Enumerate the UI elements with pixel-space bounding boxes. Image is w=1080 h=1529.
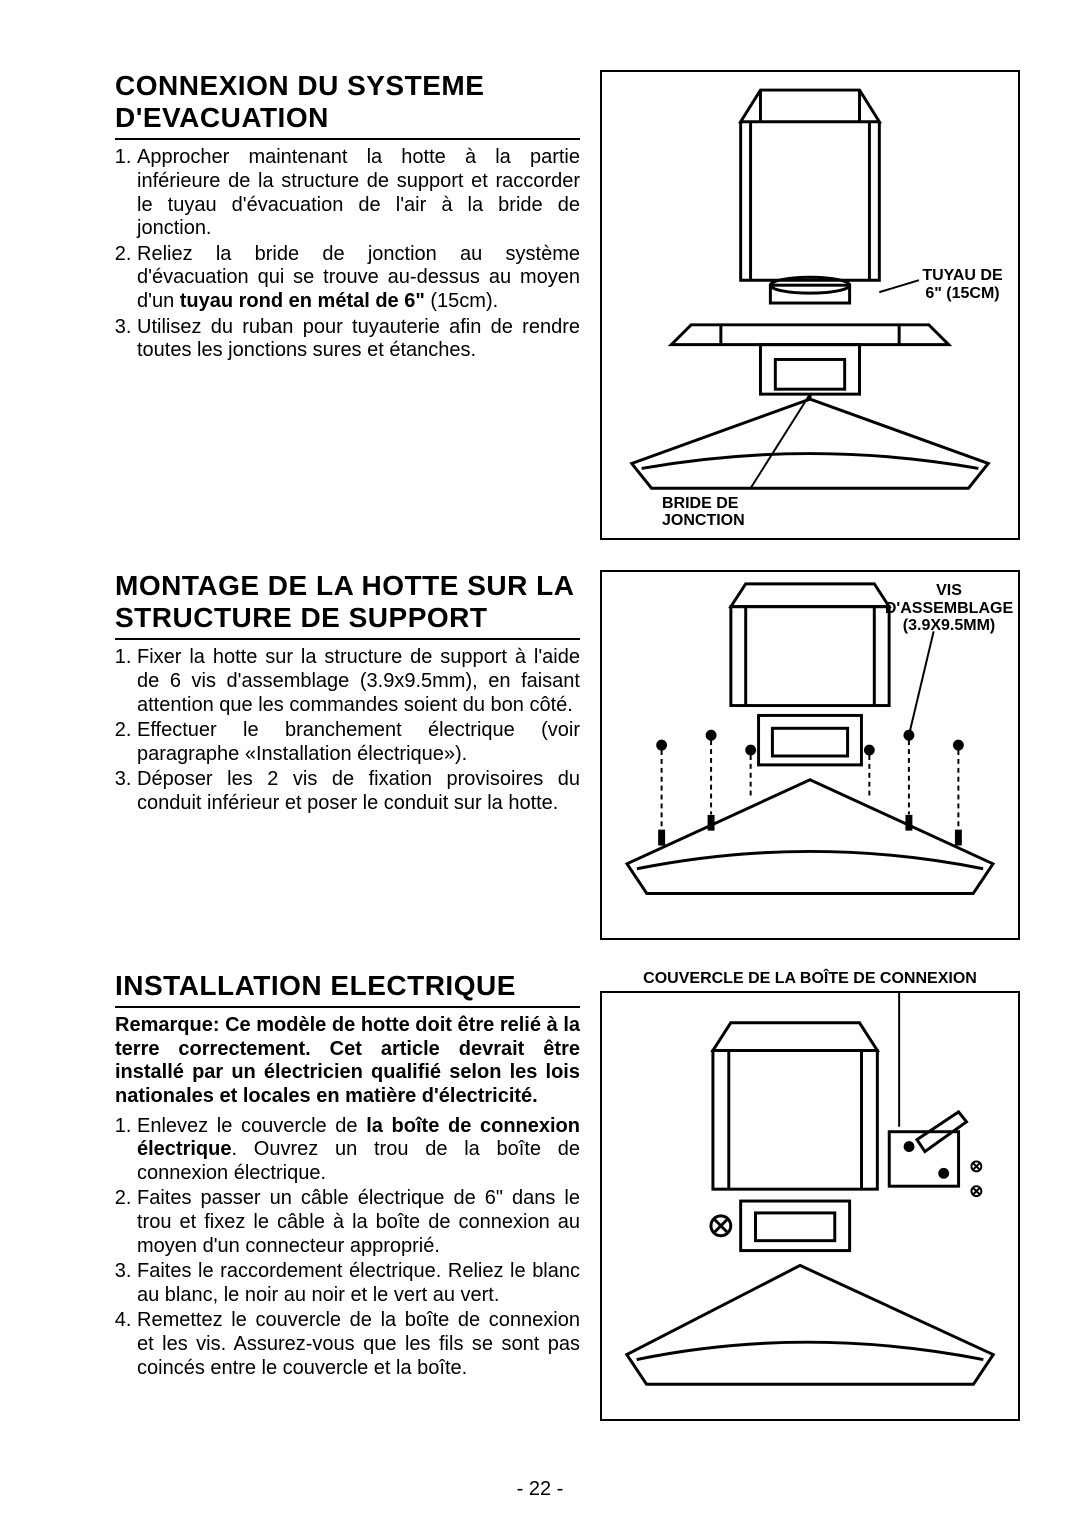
figure-box-3 <box>600 991 1020 1421</box>
list-item: Enlevez le couvercle de la boîte de conn… <box>137 1115 580 1186</box>
figure-box-2: VIS D'ASSEMBLAGE (3.9X9.5MM) <box>600 570 1020 940</box>
list-item: Utilisez du ruban pour tuyauterie afin d… <box>137 316 580 363</box>
text-col-3: INSTALLATION ELECTRIQUE Remarque: Ce mod… <box>115 970 580 1421</box>
list-item: Déposer les 2 vis de fixation provisoire… <box>137 768 580 815</box>
page: CONNEXION DU SYSTEME D'EVACUATION Approc… <box>0 0 1080 1529</box>
list-item: Remettez le couvercle de la boîte de con… <box>137 1309 580 1380</box>
list-montage: Fixer la hotte sur la structure de suppo… <box>115 646 580 815</box>
list-electrique: Enlevez le couvercle de la boîte de conn… <box>115 1115 580 1381</box>
label-vis: VIS D'ASSEMBLAGE (3.9X9.5MM) <box>884 582 1014 635</box>
list-item: Fixer la hotte sur la structure de suppo… <box>137 646 580 717</box>
section-evacuation: CONNEXION DU SYSTEME D'EVACUATION Approc… <box>115 70 1020 540</box>
section-montage: MONTAGE DE LA HOTTE SUR LA STRUCTURE DE … <box>115 570 1020 940</box>
figure-col-3: COUVERCLE DE LA BOÎTE DE CONNEXION <box>600 970 1020 1421</box>
heading-electrique: INSTALLATION ELECTRIQUE <box>115 970 580 1008</box>
list-evacuation: Approcher maintenant la hotte à la parti… <box>115 146 580 362</box>
list-item: Faites passer un câble électrique de 6" … <box>137 1187 580 1258</box>
figure-box-1: TUYAU DE 6" (15CM) BRIDE DE JONCTION <box>600 70 1020 540</box>
section-electrique: INSTALLATION ELECTRIQUE Remarque: Ce mod… <box>115 970 1020 1421</box>
list-item: Faites le raccordement électrique. Relie… <box>137 1260 580 1307</box>
label-couvercle: COUVERCLE DE LA BOÎTE DE CONNEXION <box>600 970 1020 988</box>
list-item: Approcher maintenant la hotte à la parti… <box>137 146 580 240</box>
note-electrique: Remarque: Ce modèle de hotte doit être r… <box>115 1014 580 1108</box>
page-number: - 22 - <box>0 1478 1080 1501</box>
hood-diagram-1 <box>602 72 1018 538</box>
label-tuyau: TUYAU DE 6" (15CM) <box>915 267 1010 302</box>
heading-evacuation: CONNEXION DU SYSTEME D'EVACUATION <box>115 70 580 140</box>
label-bride: BRIDE DE JONCTION <box>662 495 782 530</box>
figure-col-1: TUYAU DE 6" (15CM) BRIDE DE JONCTION <box>600 70 1020 540</box>
text-col-2: MONTAGE DE LA HOTTE SUR LA STRUCTURE DE … <box>115 570 580 940</box>
figure-col-2: VIS D'ASSEMBLAGE (3.9X9.5MM) <box>600 570 1020 940</box>
list-item: Reliez la bride de jonction au système d… <box>137 243 580 314</box>
text-col-1: CONNEXION DU SYSTEME D'EVACUATION Approc… <box>115 70 580 540</box>
heading-montage: MONTAGE DE LA HOTTE SUR LA STRUCTURE DE … <box>115 570 580 640</box>
list-item: Effectuer le branchement électrique (voi… <box>137 719 580 766</box>
hood-diagram-3 <box>602 993 1018 1419</box>
